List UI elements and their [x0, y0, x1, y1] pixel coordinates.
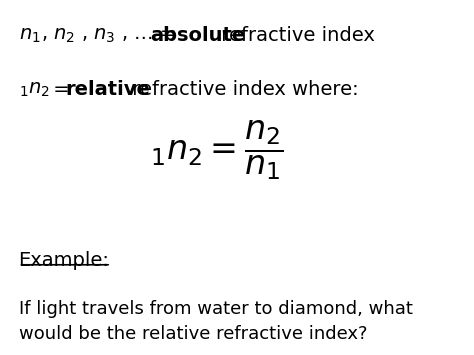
Text: =: = — [47, 80, 76, 99]
Text: , $n_2$ , $n_3$ , … =: , $n_2$ , $n_3$ , … = — [41, 26, 178, 45]
Text: $_1n_2$: $_1n_2$ — [18, 80, 50, 99]
Text: refractive index where:: refractive index where: — [126, 80, 359, 99]
Text: relative: relative — [65, 80, 150, 99]
Text: $_1n_2 = \dfrac{n_2}{n_1}$: $_1n_2 = \dfrac{n_2}{n_1}$ — [150, 118, 283, 181]
Text: Example:: Example: — [18, 251, 109, 270]
Text: absolute: absolute — [150, 26, 245, 45]
Text: If light travels from water to diamond, what
would be the relative refractive in: If light travels from water to diamond, … — [18, 300, 412, 343]
Text: refractive index: refractive index — [215, 26, 375, 45]
Text: $n_1$: $n_1$ — [18, 26, 40, 45]
